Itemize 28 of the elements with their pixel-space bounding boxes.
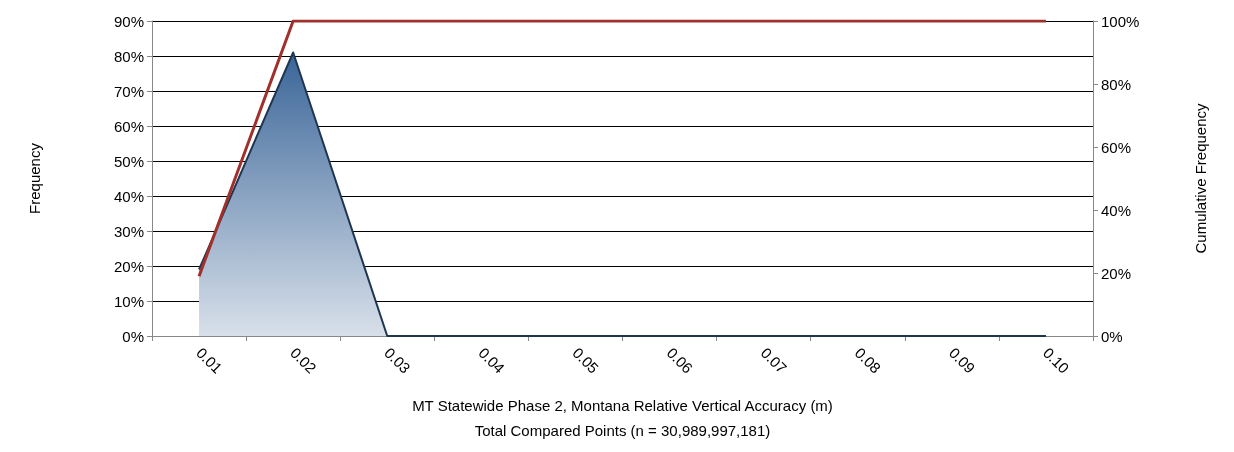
y2-tick-label: 40% [1101, 201, 1132, 219]
y-tick-label: 80% [113, 47, 144, 65]
y-tick-label: 40% [113, 187, 144, 205]
y2-axis-title: Cumulative Frequency [1192, 102, 1209, 254]
y-tick-label: 0% [122, 327, 144, 345]
x-tick-label: 0.03 [381, 343, 414, 377]
x-tick-label: 0.05 [569, 343, 603, 377]
y2-tick-label: 20% [1101, 264, 1132, 282]
x-tick-label: 0.06 [663, 343, 697, 377]
y-tick-label: 30% [113, 222, 144, 240]
x-tick-label: 0.10 [1039, 343, 1073, 377]
x-tick-label: 0.07 [757, 343, 791, 377]
y-tick-label: 10% [113, 292, 144, 310]
y-tick-label: 50% [113, 152, 144, 170]
y-tick-label: 70% [113, 82, 144, 100]
x-axis-title: MT Statewide Phase 2, Montana Relative Vertical Accuracy (m) [412, 397, 833, 414]
y-tick-label: 90% [113, 12, 144, 30]
text: Total Compared Points (n = 30,989,997,181) [473, 422, 772, 439]
y-tick-label: 20% [113, 257, 144, 275]
y2-tick-label: 0% [1101, 327, 1123, 345]
x-tick-label: 0.04 [475, 343, 508, 377]
y2-tick-label: 60% [1101, 138, 1132, 156]
y-tick-label: 60% [113, 117, 144, 135]
y2-tick-label: 80% [1101, 75, 1132, 93]
x-tick-label: 0.09 [945, 343, 979, 377]
y-axis-title: Frequency [26, 142, 43, 214]
y2-tick-label: 100% [1101, 12, 1140, 30]
x-tick-label: 0.08 [851, 343, 885, 377]
